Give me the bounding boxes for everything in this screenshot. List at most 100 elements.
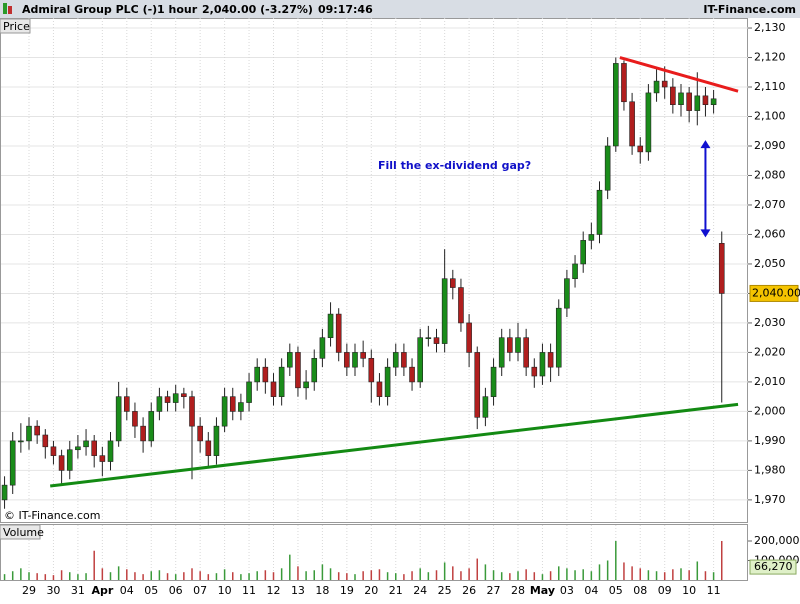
y-tick-label: 2,110	[754, 80, 786, 93]
volume-bar	[704, 571, 707, 580]
price-panel	[0, 18, 748, 523]
volume-bar	[150, 571, 152, 580]
volume-bar	[386, 572, 389, 580]
candle-body	[425, 337, 432, 339]
volume-bar	[452, 566, 454, 580]
volume-bar	[655, 571, 658, 580]
volume-bar	[289, 554, 291, 580]
x-tick-label: 26	[462, 584, 476, 597]
candle-body	[26, 425, 32, 442]
volume-bar	[199, 571, 201, 580]
candle-body	[140, 425, 146, 442]
x-tick-label: 24	[413, 584, 427, 597]
volume-bar	[680, 568, 682, 580]
candle-body	[229, 396, 236, 412]
volume-bar	[134, 572, 136, 580]
volume-bar	[313, 570, 315, 580]
candle-body	[409, 366, 415, 383]
x-tick-label: 31	[71, 584, 85, 597]
volume-bar	[264, 570, 267, 580]
candle-body	[164, 396, 171, 403]
volume-bar	[174, 574, 177, 580]
volume-bar	[126, 569, 128, 580]
x-tick-label: 09	[658, 584, 672, 597]
volume-bar	[28, 572, 30, 580]
x-tick-label: 05	[144, 584, 158, 597]
volume-bar	[582, 569, 584, 580]
time: 09:17:46	[318, 3, 373, 16]
candle-body	[156, 396, 163, 412]
candle-body	[588, 234, 595, 241]
candle-body	[417, 337, 424, 383]
volume-bar	[346, 573, 348, 580]
candle-body	[42, 434, 49, 448]
y-tick-label: 2,130	[754, 21, 786, 34]
x-tick-label: 08	[633, 584, 647, 597]
candle-body	[335, 313, 342, 353]
volume-bar	[93, 550, 95, 580]
candle-body	[238, 402, 244, 412]
volume-bar	[329, 568, 332, 580]
volume-bar	[370, 570, 373, 580]
volume-bar	[541, 574, 544, 580]
candle-body	[18, 440, 24, 443]
last-price-label: 2,040.00	[752, 286, 800, 299]
candle-body	[466, 322, 472, 353]
candle-body	[515, 337, 521, 353]
volume-bar	[517, 571, 519, 580]
volume-label: Volume	[3, 526, 44, 539]
candle-body	[319, 337, 326, 359]
y-tick-label: 2,050	[754, 257, 786, 270]
volume-bar	[443, 562, 446, 580]
candle-body	[50, 446, 57, 456]
volume-bar	[615, 540, 617, 580]
title-bar	[0, 0, 800, 18]
candle-body	[678, 92, 684, 106]
candle-body	[539, 352, 546, 377]
candle-body	[523, 337, 529, 368]
volume-bar	[305, 571, 307, 580]
icon	[8, 6, 12, 14]
candle-body	[564, 278, 570, 309]
candle-body	[661, 80, 668, 88]
volume-bar	[427, 572, 430, 580]
candle-body	[604, 145, 611, 191]
x-tick-label: 07	[193, 584, 207, 597]
panel-label: Price	[3, 20, 30, 33]
volume-bar	[20, 568, 22, 580]
volume-bar	[77, 574, 79, 580]
y-tick-label: 2,070	[754, 198, 786, 211]
volume-bar	[721, 540, 723, 580]
candle-body	[694, 95, 701, 111]
volume-bar	[606, 560, 609, 580]
x-tick-label: 10	[218, 584, 232, 597]
candle-body	[262, 366, 269, 383]
annotation: Fill the ex-dividend gap?	[378, 159, 531, 172]
volume-label-box	[0, 524, 41, 540]
candle-body	[205, 440, 212, 456]
candle-body	[132, 411, 138, 427]
x-tick-label: 27	[487, 584, 501, 597]
candle-body	[401, 352, 407, 368]
candle-body	[172, 393, 179, 403]
candle-body	[596, 189, 603, 235]
panel-label-box	[0, 18, 31, 34]
volume-bar	[248, 573, 250, 580]
candle-body	[352, 352, 358, 368]
volume-bar	[598, 564, 601, 580]
volume-bar	[52, 575, 55, 580]
y-tick-label: 1,970	[754, 493, 786, 506]
candle-body	[531, 366, 538, 377]
candle-body	[360, 352, 366, 359]
y-tick-label: 200,000	[754, 534, 800, 547]
candle-body	[686, 92, 692, 111]
candle-body	[66, 449, 73, 471]
candle-body	[124, 396, 130, 412]
volume-bar	[492, 570, 495, 580]
candle-body	[498, 337, 505, 368]
volume-bar	[558, 566, 560, 580]
x-tick-label: Apr	[91, 584, 113, 597]
x-tick-label: 13	[291, 584, 305, 597]
volume-bar	[362, 571, 364, 580]
